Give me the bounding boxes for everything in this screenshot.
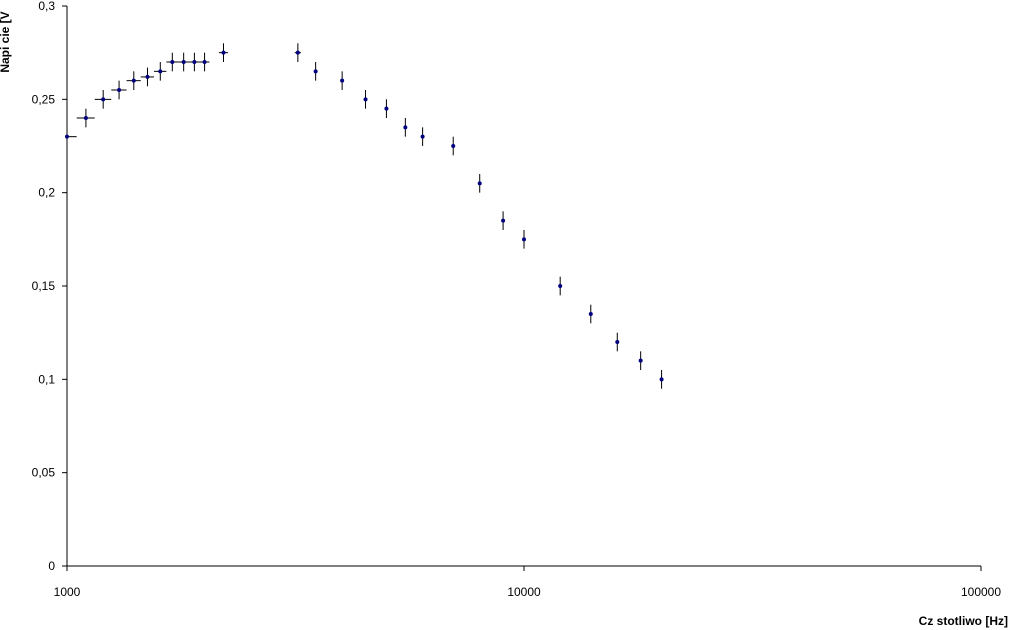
- y-tick-label: 0,1: [38, 372, 55, 386]
- data-point: [522, 237, 526, 242]
- data-point: [158, 69, 163, 74]
- data-point: [202, 60, 207, 64]
- data-point: [170, 60, 175, 64]
- data-point: [451, 144, 456, 148]
- data-point: [403, 125, 408, 130]
- data-points: [65, 43, 664, 389]
- y-tick-label: 0,2: [38, 186, 55, 200]
- data-point: [384, 106, 389, 111]
- x-tick-label: 10000: [507, 585, 541, 599]
- data-point: [615, 340, 620, 344]
- data-point: [477, 181, 482, 186]
- data-point: [420, 134, 425, 139]
- x-tick-label: 1000: [54, 585, 81, 599]
- data-point: [638, 358, 643, 363]
- data-point: [295, 50, 300, 55]
- x-tick-label: 100000: [961, 585, 1001, 599]
- data-point: [221, 50, 226, 55]
- data-point: [340, 78, 345, 83]
- y-tick-label: 0,15: [32, 279, 56, 293]
- y-tick-label: 0: [48, 559, 55, 573]
- data-point: [313, 69, 318, 74]
- y-tick-label: 0,3: [38, 0, 55, 13]
- data-point: [83, 116, 88, 120]
- x-axis-title: Cz stotliwo [Hz]: [919, 614, 1008, 628]
- data-point: [131, 78, 136, 83]
- y-tick-label: 0,25: [32, 92, 56, 106]
- tick-labels: 0 0,05 0,1 0,15 0,2 0,25 0,3 1000 10000 100000: [32, 0, 1002, 599]
- data-point: [101, 97, 106, 102]
- data-point: [363, 97, 368, 102]
- data-point: [588, 312, 593, 316]
- axes: [62, 5, 982, 571]
- y-tick-label: 0,05: [32, 466, 56, 480]
- data-point: [181, 60, 186, 64]
- data-point: [145, 74, 150, 79]
- data-point: [192, 60, 197, 64]
- data-point: [65, 134, 69, 139]
- data-point: [659, 377, 664, 382]
- y-axis-title: Napi cie [V: [0, 11, 12, 72]
- data-point: [501, 218, 506, 223]
- data-point: [558, 284, 563, 288]
- data-point: [117, 88, 122, 92]
